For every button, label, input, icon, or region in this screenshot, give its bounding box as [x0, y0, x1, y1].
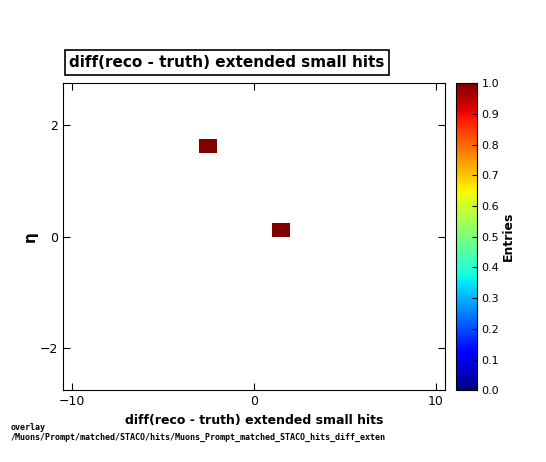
X-axis label: diff(reco - truth) extended small hits: diff(reco - truth) extended small hits	[124, 414, 383, 427]
Text: overlay
/Muons/Prompt/matched/STACO/hits/Muons_Prompt_matched_STACO_hits_diff_ex: overlay /Muons/Prompt/matched/STACO/hits…	[11, 423, 386, 442]
Text: diff(reco - truth) extended small hits: diff(reco - truth) extended small hits	[69, 55, 385, 70]
Y-axis label: Entries: Entries	[502, 212, 515, 261]
Y-axis label: η: η	[23, 231, 38, 242]
